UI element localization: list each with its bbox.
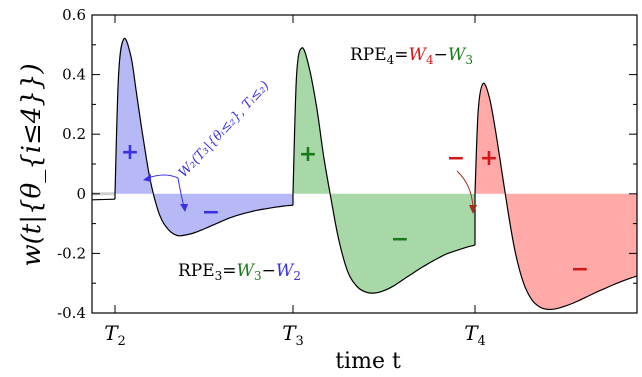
plus-sign-red: + [480,146,498,171]
w2-rotated-label: W₂(T₃|{θᵢ≤₂}, Tᵢ≤₂) [176,79,273,181]
ytick-label: -0.4 [57,304,86,322]
axis-ticks [92,14,637,314]
xtick-label: T4 [464,321,486,349]
ytick-label: 0.6 [62,6,86,24]
ytick-label: 0.2 [62,125,86,143]
ytick-label: -0.2 [57,244,86,262]
xtick-label: T3 [282,321,304,349]
plus-sign-blue: + [121,140,139,165]
rpe4-equation: RPE4=W4−W3 [350,45,473,67]
w2-arrowhead-left [143,174,151,182]
x-tick-labels: T2 T3 T4 [104,321,486,349]
curve-w2 [114,37,294,237]
curves [91,37,638,311]
minus-sign-green: − [391,227,409,252]
area-fills [92,38,637,310]
curve-pre-t2 [91,198,116,201]
fill-w3 [293,47,475,294]
fill-w2 [115,38,293,236]
w2-arrow-to-curve [147,174,179,179]
red-curved-arrow [456,170,474,209]
minus-sign-red-right: − [571,257,589,282]
plus-sign-green: + [299,142,317,167]
fill-w4 [475,83,637,310]
xtick-label: T2 [104,321,126,349]
y-tick-labels: -0.4 -0.2 0 0.2 0.4 0.6 [57,6,86,322]
curve-w4 [474,82,638,311]
x-axis-label: time t [335,349,401,374]
minus-sign-blue: − [202,200,220,225]
w2-arrowhead-down [180,204,188,212]
rpe3-equation: RPE3=W3−W2 [178,261,301,283]
ytick-label: 0.4 [62,66,86,84]
ytick-label: 0 [76,185,86,203]
y-axis-label: w(t|{θ_{i≤4}}) [17,63,47,266]
curve-w3 [292,47,476,294]
red-arrowhead [469,205,477,214]
minus-sign-red-left: − [447,146,465,171]
